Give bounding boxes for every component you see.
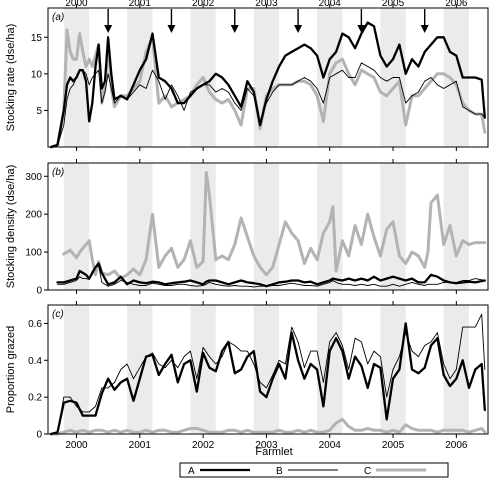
arrow-marker-head [104, 25, 113, 33]
y-tick-label: 10 [31, 69, 43, 80]
y-tick-label: 15 [31, 33, 43, 44]
series-line-B [50, 313, 486, 435]
series-line-B [57, 264, 486, 288]
legend-label-A: A [188, 466, 195, 477]
x-tick-label-top: 2001 [129, 0, 152, 9]
y-tick-label: 0.4 [28, 356, 42, 367]
panel-frame [47, 304, 489, 435]
arrow-marker-head [294, 25, 303, 33]
y-tick-label: 0 [36, 286, 42, 297]
arrow-marker-head [230, 25, 239, 33]
series-line-A [50, 322, 486, 436]
legend: A B C [179, 462, 449, 478]
y-tick-label: 0.6 [28, 319, 42, 330]
shaded-period [63, 305, 90, 434]
series-line-A [56, 262, 486, 288]
x-tick-label: 2001 [129, 440, 152, 451]
y-axis-title: Proportion grazed [5, 326, 17, 413]
x-tick-label: 2005 [382, 440, 405, 451]
panel-0: 5 10 15 (a) Stocking rate (dse/ha) [5, 4, 489, 151]
shaded-period [63, 163, 90, 290]
series-line-C [62, 171, 487, 281]
y-tick-label: 0 [36, 430, 42, 441]
x-tick-label: 2003 [255, 440, 278, 451]
x-axis-title: Farmlet [255, 446, 292, 458]
panel-tag: (b) [52, 167, 64, 178]
panel-frame [47, 7, 489, 148]
x-tick-label-top: 2002 [192, 0, 215, 9]
shaded-period [443, 163, 470, 290]
arrow-marker-head [167, 25, 176, 33]
x-tick-label: 2002 [192, 440, 215, 451]
x-tick-label-top: 2000 [65, 0, 88, 9]
shaded-period [127, 163, 153, 290]
shaded-period [317, 163, 343, 290]
legend-label-B: B [276, 466, 283, 477]
series-line-C [49, 417, 487, 436]
x-tick-label-top: 2004 [319, 0, 342, 9]
x-tick-label-top: 2003 [255, 0, 278, 9]
x-tick-label: 2004 [319, 440, 342, 451]
legend-label-C: C [364, 466, 371, 477]
y-tick-label: 100 [25, 248, 42, 259]
series-line-B [50, 62, 486, 148]
panel-tag: (c) [52, 309, 64, 320]
y-tick-label: 200 [25, 210, 42, 221]
arrow-marker-head [420, 25, 429, 33]
y-axis-title: Stocking density (dse/ha) [5, 165, 17, 289]
y-tick-label: 0.2 [28, 393, 42, 404]
x-tick-label: 2006 [445, 440, 468, 451]
y-tick-label: 5 [36, 106, 42, 117]
shaded-period [253, 163, 280, 290]
shaded-period [127, 305, 153, 434]
panel-2: 0 0.2 0.4 0.6 2000 2001 2002 2003 2004 2005 2006 (c… [5, 301, 489, 451]
x-tick-label-top: 2006 [445, 0, 468, 9]
y-axis-title: Stocking rate (dse/ha) [5, 24, 17, 132]
x-tick-label: 2000 [65, 440, 88, 451]
panel-1: 0 100 200 300 (b) Stocking density (dse/ha) [5, 159, 489, 297]
shaded-period [317, 305, 343, 434]
y-tick-label: 300 [25, 172, 42, 183]
series-line-A [50, 21, 486, 149]
panel-frame [47, 162, 489, 291]
x-tick-label-top: 2005 [382, 0, 405, 9]
panel-tag: (a) [52, 12, 64, 23]
arrow-marker-head [357, 25, 366, 33]
